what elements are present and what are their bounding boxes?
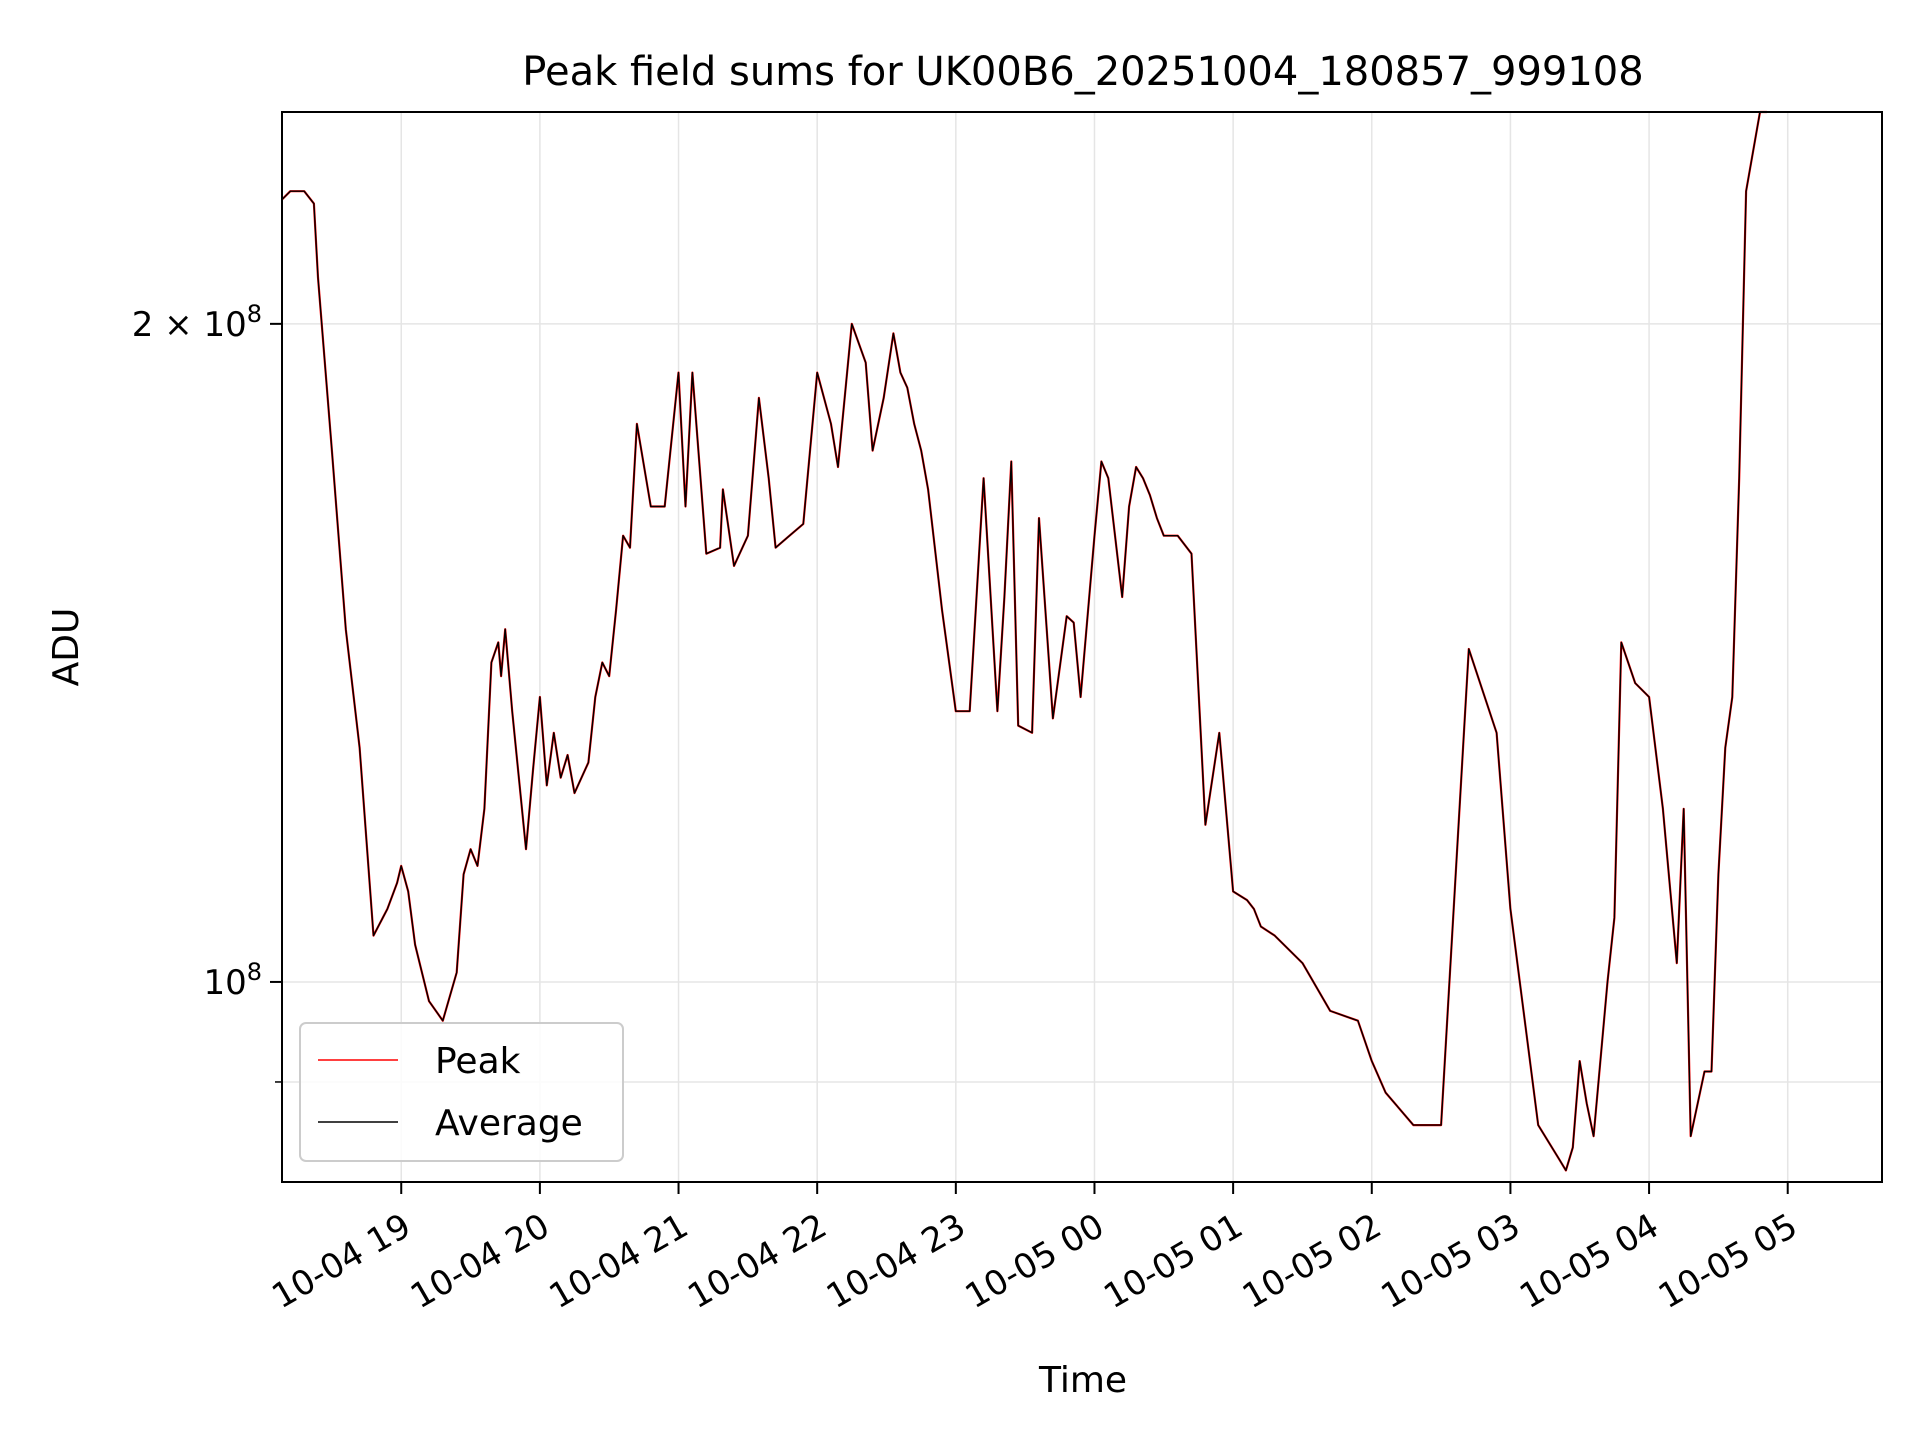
grid xyxy=(282,112,1882,1182)
chart-title: Peak field sums for UK00B6_20251004_1808… xyxy=(522,49,1643,95)
y-tick-mantissa: 2 × xyxy=(132,305,204,345)
series-layer xyxy=(281,110,1767,1172)
legend-box xyxy=(299,1022,624,1162)
plot-frame xyxy=(281,111,1883,1183)
y-axis-label: ADU xyxy=(46,608,87,687)
y-tick-label: 2 × 108 xyxy=(132,300,262,345)
y-tick-base: 10 xyxy=(203,963,246,1003)
y-tick-exponent: 8 xyxy=(247,300,262,328)
legend-average-label: Average xyxy=(435,1103,583,1144)
series-average-line xyxy=(281,111,1767,1172)
y-tick-base: 10 xyxy=(203,305,246,345)
x-axis-label: Time xyxy=(1038,1360,1127,1401)
y-tick-label: 108 xyxy=(203,958,262,1003)
legend-peak-label: Peak xyxy=(435,1041,521,1082)
legend: Peak Average xyxy=(299,1022,624,1162)
y-tick-exponent: 8 xyxy=(247,958,262,986)
